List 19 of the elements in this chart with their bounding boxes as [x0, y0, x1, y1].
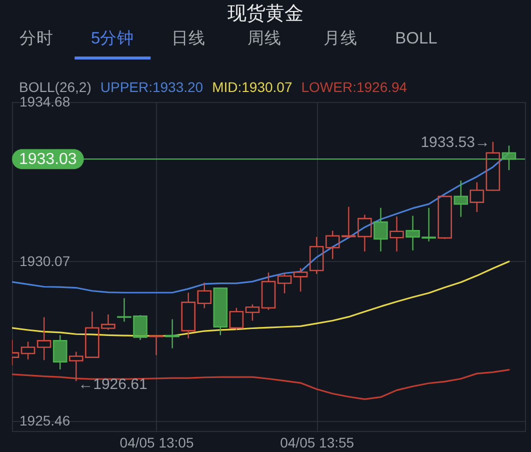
text: 分时 [20, 29, 54, 48]
x-tick-label: 04/05 13:55 [280, 434, 354, 450]
text: 日线 [172, 29, 206, 48]
y-tick-label: 1934.68 [20, 94, 70, 110]
ref-line-label: 1933.03 [18, 151, 77, 168]
legend-title: BOLL(26,2) [19, 79, 92, 95]
y-tick-label: 1930.07 [20, 252, 70, 269]
text: 5分钟 [91, 29, 134, 48]
annotation: 1933.53→ [420, 134, 490, 151]
text: LOWER:1926.94 [301, 79, 408, 95]
text: 周线 [247, 29, 282, 48]
x-tick-label: 04/05 13:05 [120, 434, 194, 450]
text: 月线 [323, 29, 358, 48]
y-tick-label: 1925.46 [20, 412, 70, 428]
annotation: ←1926.61 [78, 376, 148, 394]
text: BOLL [395, 29, 438, 48]
text: MID:1930.07 [212, 79, 292, 95]
chart-title: 现货黄金 [228, 3, 304, 24]
text: UPPER:1933.20 [100, 79, 204, 95]
